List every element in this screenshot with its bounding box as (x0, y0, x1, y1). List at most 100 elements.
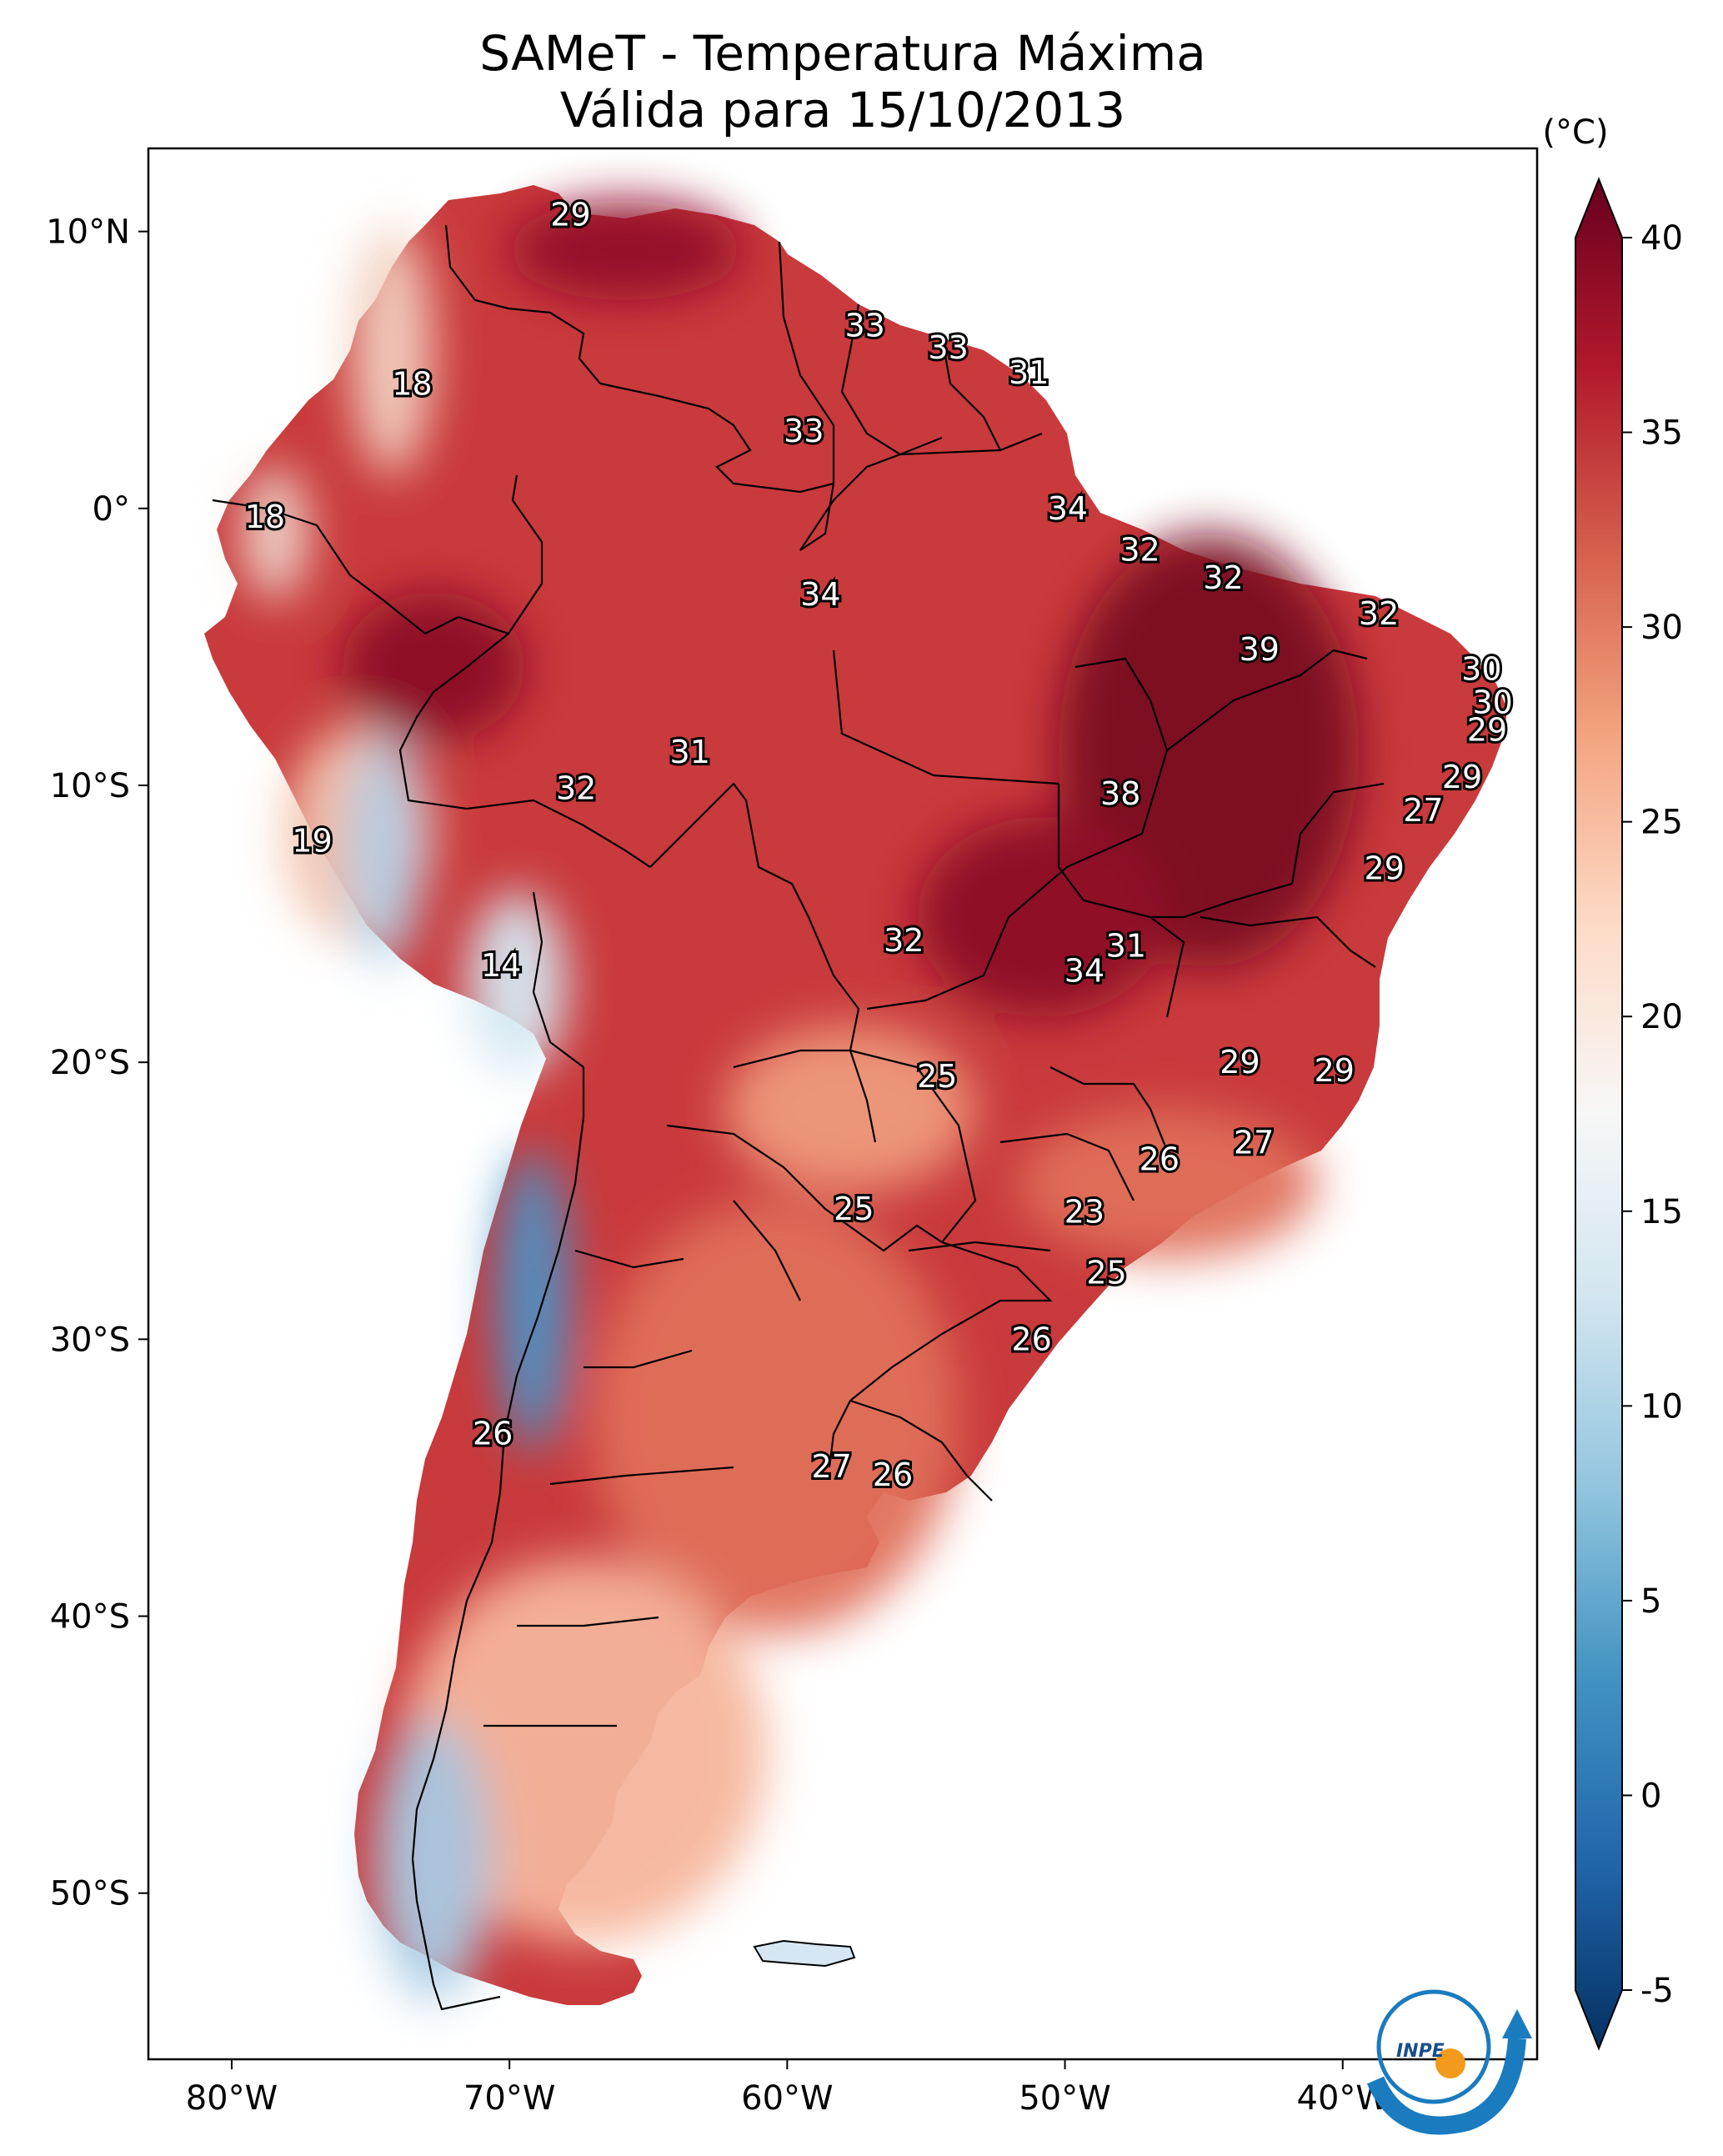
point-value-label: 32 (1203, 559, 1243, 596)
point-value-label: 25 (917, 1058, 957, 1095)
warm-zone-paraguay (725, 1025, 975, 1192)
cold-zone-altiplano (467, 892, 567, 1075)
border-chile-argentina (411, 1067, 585, 2011)
point-value-label: 26 (873, 1457, 913, 1493)
point-value-label: 39 (1240, 631, 1280, 668)
point-value-label: 14 (481, 947, 521, 984)
border-colombia-venezuela (444, 224, 601, 384)
cold-zone-peru-andes (346, 734, 421, 967)
border-peru-brazil (398, 633, 651, 868)
point-value-label: 29 (1365, 850, 1405, 887)
point-value-label: 19 (292, 822, 332, 859)
lat-tick-label: 40°S (50, 1598, 130, 1637)
colorbar-tick-label: 10 (1640, 1387, 1683, 1426)
colorbar-tick-label: 25 (1640, 804, 1683, 842)
point-value-label: 32 (1359, 595, 1399, 632)
hot-core-amazon-west (342, 592, 525, 742)
point-value-label: 29 (1467, 712, 1507, 749)
title-line-2: Válida para 15/10/2013 (559, 82, 1126, 138)
border-peru-bolivia (532, 891, 584, 1068)
colorbar-tick-label: 40 (1640, 219, 1683, 258)
point-value-label: 33 (928, 329, 968, 366)
point-value-label: 31 (670, 734, 710, 770)
title-line-1: SAMeT - Temperatura Máxima (479, 25, 1206, 82)
point-value-label: 33 (784, 413, 824, 449)
border-paraguay-brazil (849, 1049, 977, 1243)
border-guyanas (778, 241, 1001, 484)
point-value-label: 26 (1011, 1321, 1051, 1357)
border-argentina-provinces (483, 1200, 801, 1727)
point-value-label: 18 (392, 365, 432, 402)
lat-tick-label: 50°S (50, 1875, 130, 1913)
lon-tick-label: 50°W (1019, 2079, 1110, 2118)
map-title: SAMeT - Temperatura Máxima Válida para 1… (148, 25, 1537, 138)
cool-zone-ecuador (242, 467, 308, 600)
inpe-logo-dot (1435, 2048, 1465, 2078)
border-uruguay (828, 1399, 993, 1502)
point-value-label: 34 (800, 576, 840, 613)
latitude-ticks: 10°N 0° 10°S 20°S 30°S 40°S 50°S (46, 213, 148, 1913)
colorbar-tick-label: 5 (1640, 1582, 1661, 1621)
hot-core-venezuela (508, 200, 742, 300)
border-brazil-north (799, 432, 1043, 551)
inpe-logo-swoosh (1366, 2038, 1526, 2135)
colorbar-tick-label: -5 (1640, 1972, 1674, 2010)
point-value-label: 30 (1473, 684, 1513, 720)
country-borders (212, 224, 1385, 2011)
point-value-label: 29 (1315, 1052, 1355, 1089)
warm-zone-pampas (592, 1201, 959, 1634)
border-argentina-paraguay (666, 1124, 943, 1252)
border-bolivia-brazil (649, 782, 860, 1051)
lat-tick-label: 10°S (50, 767, 130, 805)
point-value-label: 32 (884, 922, 924, 959)
point-value-label: 30 (1461, 650, 1501, 687)
lon-tick-label: 60°W (741, 2079, 833, 2118)
lat-tick-label: 20°S (50, 1044, 130, 1082)
colorbar-tick-label: 0 (1640, 1777, 1661, 1815)
point-value-label: 25 (1086, 1255, 1126, 1291)
colorbar: (°C) 40 35 30 25 20 15 10 5 0 -5 (1542, 113, 1683, 2051)
point-value-label: 26 (1139, 1141, 1180, 1177)
border-colombia-brazil (458, 474, 543, 635)
colorbar-tick-label: 15 (1640, 1193, 1683, 1231)
border-argentina-brazil (849, 1241, 1053, 1401)
inpe-logo-arrow (1502, 2009, 1532, 2038)
colorbar-ticks: 40 35 30 25 20 15 10 5 0 -5 (1622, 219, 1683, 2010)
point-value-label: 34 (1064, 953, 1104, 990)
lon-tick-label: 80°W (186, 2079, 278, 2118)
point-value-label: 27 (1234, 1125, 1274, 1161)
point-value-label: 25 (834, 1191, 874, 1227)
lat-tick-label: 0° (93, 490, 130, 529)
warm-zone-southeast-brazil (1017, 1109, 1317, 1259)
point-value-label: 29 (1442, 759, 1482, 795)
falkland-islands (753, 1939, 856, 1968)
point-value-label: 32 (556, 770, 596, 806)
border-colombia-ecuador-peru (212, 499, 459, 635)
point-value-label: 31 (1009, 354, 1049, 391)
point-value-label: 29 (550, 197, 590, 233)
point-value-label: 27 (1403, 792, 1443, 829)
point-value-label: 31 (1106, 928, 1146, 965)
cool-zone-patagonia (400, 1559, 767, 1943)
colorbar-unit-label: (°C) (1542, 113, 1608, 152)
point-value-label: 32 (1119, 532, 1160, 569)
point-value-label: 38 (1100, 775, 1140, 812)
point-value-label: 27 (811, 1448, 851, 1485)
lat-tick-label: 30°S (50, 1321, 130, 1359)
continent-layer (204, 185, 1507, 2005)
colorbar-tick-label: 35 (1640, 414, 1683, 453)
temperature-field (242, 200, 1359, 2001)
cold-zone-central-andes (496, 1151, 571, 1451)
colorbar-tick-label: 20 (1640, 998, 1683, 1036)
inpe-logo-ring (1376, 1989, 1491, 2104)
point-value-label: 26 (473, 1415, 513, 1452)
map-axes-frame (147, 147, 1539, 2061)
lon-tick-label: 70°W (463, 2079, 555, 2118)
cold-zone-southern-andes (375, 1717, 492, 2001)
point-value-label: 18 (245, 499, 285, 535)
point-value-label: 29 (1220, 1044, 1260, 1081)
point-value-label: 23 (1064, 1194, 1104, 1231)
